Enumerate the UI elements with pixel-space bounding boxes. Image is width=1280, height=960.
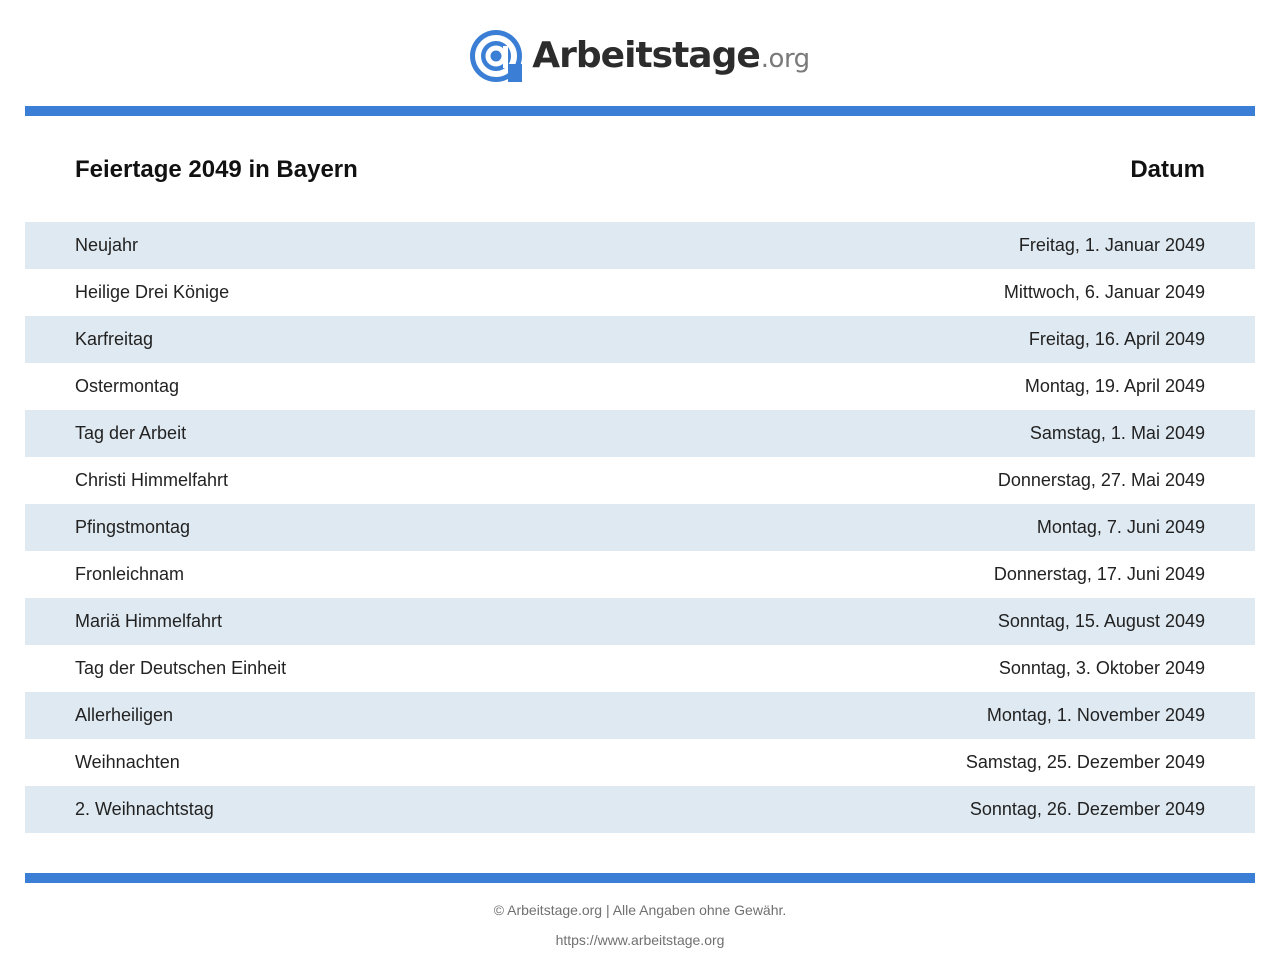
holiday-date: Donnerstag, 27. Mai 2049: [997, 470, 1205, 490]
table-row: Ostermontag Montag, 19. April 2049: [25, 363, 1255, 410]
table-row: Heilige Drei Könige Mittwoch, 6. Januar …: [25, 269, 1255, 316]
table-row: Tag der Deutschen Einheit Sonntag, 3. Ok…: [25, 645, 1255, 692]
holiday-date: Freitag, 1. Januar 2049: [1018, 235, 1205, 255]
holiday-date: Montag, 1. November 2049: [986, 705, 1205, 725]
holiday-name: Heilige Drei Könige: [75, 282, 230, 302]
holiday-table: Neujahr Freitag, 1. Januar 2049 Heilige …: [25, 222, 1255, 833]
holiday-name: Fronleichnam: [75, 564, 185, 584]
table-row: Tag der Arbeit Samstag, 1. Mai 2049: [25, 410, 1255, 457]
date-column-header: Datum: [1130, 156, 1205, 183]
holiday-name: 2. Weihnachtstag: [75, 799, 214, 819]
logo-tld: .org: [760, 44, 810, 74]
site-logo[interactable]: Arbeitstage .org: [0, 30, 1280, 82]
holiday-date: Sonntag, 15. August 2049: [997, 611, 1205, 631]
table-title: Feiertage 2049 in Bayern: [75, 156, 358, 183]
top-divider: [25, 106, 1255, 116]
bottom-divider: [25, 873, 1255, 883]
holiday-date: Mittwoch, 6. Januar 2049: [1003, 282, 1205, 302]
footer-url-link[interactable]: https://www.arbeitstage.org: [555, 932, 725, 948]
table-row: Mariä Himmelfahrt Sonntag, 15. August 20…: [25, 598, 1255, 645]
footer-copyright: © Arbeitstage.org | Alle Angaben ohne Ge…: [493, 902, 787, 918]
table-header: Feiertage 2049 in Bayern Datum: [25, 150, 1255, 190]
table-row: Karfreitag Freitag, 16. April 2049: [25, 316, 1255, 363]
table-row: 2. Weihnachtstag Sonntag, 26. Dezember 2…: [25, 786, 1255, 833]
holiday-date: Montag, 19. April 2049: [1024, 376, 1205, 396]
holiday-name: Pfingstmontag: [75, 517, 191, 537]
table-row: Neujahr Freitag, 1. Januar 2049: [25, 222, 1255, 269]
table-row: Christi Himmelfahrt Donnerstag, 27. Mai …: [25, 457, 1255, 504]
table-row: Allerheiligen Montag, 1. November 2049: [25, 692, 1255, 739]
holiday-date: Samstag, 25. Dezember 2049: [965, 752, 1205, 772]
at-sign-icon: [470, 30, 523, 82]
holiday-name: Mariä Himmelfahrt: [75, 611, 223, 631]
holiday-date: Montag, 7. Juni 2049: [1036, 517, 1205, 537]
holiday-date: Donnerstag, 17. Juni 2049: [993, 564, 1205, 584]
logo-inner: Arbeitstage .org: [470, 30, 810, 82]
holiday-name: Tag der Arbeit: [75, 423, 187, 443]
table-row: Pfingstmontag Montag, 7. Juni 2049: [25, 504, 1255, 551]
holiday-name: Allerheiligen: [75, 705, 174, 725]
holiday-date: Freitag, 16. April 2049: [1028, 329, 1205, 349]
table-row: Weihnachten Samstag, 25. Dezember 2049: [25, 739, 1255, 786]
holiday-name: Neujahr: [75, 235, 139, 255]
holiday-date: Sonntag, 3. Oktober 2049: [998, 658, 1205, 678]
holiday-name: Weihnachten: [75, 752, 180, 772]
logo-wordmark: Arbeitstage: [532, 35, 760, 76]
table-row: Fronleichnam Donnerstag, 17. Juni 2049: [25, 551, 1255, 598]
holiday-name: Christi Himmelfahrt: [75, 470, 229, 490]
holiday-name: Karfreitag: [75, 329, 154, 349]
holiday-date: Sonntag, 26. Dezember 2049: [969, 799, 1205, 819]
holiday-date: Samstag, 1. Mai 2049: [1029, 423, 1205, 443]
holiday-name: Tag der Deutschen Einheit: [75, 658, 287, 678]
holiday-name: Ostermontag: [75, 376, 180, 396]
